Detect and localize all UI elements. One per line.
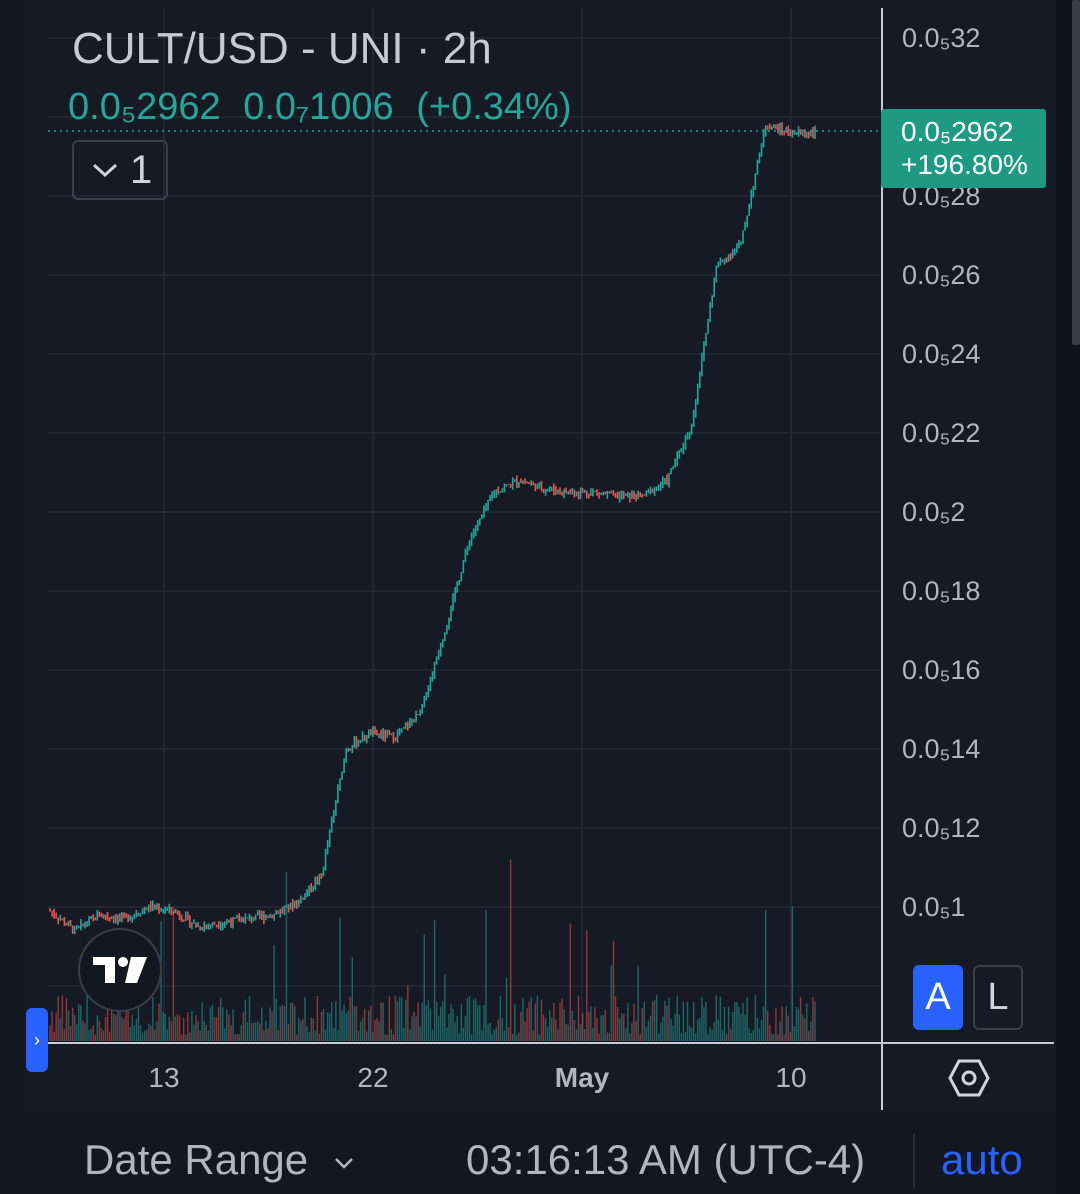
price-tag-change: +196.80% (901, 149, 1028, 180)
scrollbar[interactable] (1072, 0, 1080, 345)
footer-divider (913, 1134, 915, 1188)
auto-scale-button[interactable]: A (913, 965, 963, 1030)
tradingview-logo[interactable] (78, 928, 162, 1012)
time-axis-tick: 13 (148, 1062, 179, 1093)
chart-grid (48, 8, 880, 1041)
time-axis-labels: 13 22 May 10 (148, 1062, 806, 1093)
hexagon-settings-icon[interactable] (948, 1058, 990, 1098)
last-price: 0.0₅2962 (68, 86, 221, 128)
time-axis-tick: May (555, 1062, 610, 1093)
price-axis-tick: 0.0₅32 (902, 23, 980, 53)
price-change: 0.0₇1006 (243, 86, 394, 128)
price-axis-tick: 0.0₅26 (902, 260, 980, 290)
last-price-tag: 0.0₅2962 +196.80% (881, 109, 1046, 188)
auto-scale-toggle[interactable]: auto (941, 1136, 1023, 1183)
log-scale-button[interactable]: L (973, 965, 1023, 1030)
price-axis-labels: 0.0₅320.0₅280.0₅260.0₅240.0₅220.0₅20.0₅1… (902, 23, 980, 922)
price-change-percent: (+0.34%) (416, 86, 572, 128)
tradingview-logo-icon (93, 957, 147, 983)
price-axis-tick: 0.0₅18 (902, 576, 980, 606)
chevron-right-icon: › (34, 1029, 40, 1050)
price-tag-price: 0.0₅2962 (901, 116, 1014, 147)
price-axis-tick: 0.0₅24 (902, 339, 980, 369)
price-candles (49, 122, 816, 935)
time-axis-tick: 22 (357, 1062, 388, 1093)
price-axis-tick: 0.0₅14 (902, 734, 980, 764)
price-axis-tick: 0.0₅1 (902, 892, 965, 922)
collapse-indicators-button[interactable]: 1 (72, 140, 168, 200)
price-axis-tick: 0.0₅16 (902, 655, 980, 685)
price-axis-tick: 0.0₅2 (902, 497, 965, 527)
volume-bars (49, 859, 816, 1041)
timezone-clock[interactable]: 03:16:13 AM (UTC-4) (466, 1136, 866, 1183)
chart-title[interactable]: CULT/USD - UNI · 2h (72, 24, 492, 73)
chevron-down-icon (334, 1158, 353, 1169)
price-axis-tick: 0.0₅22 (902, 418, 980, 448)
price-axis-tick: 0.0₅12 (902, 813, 980, 843)
price-readout: 0.0₅2962 0.0₇1006 (+0.34%) (68, 86, 571, 129)
date-range-label: Date Range (84, 1136, 309, 1183)
chevron-down-icon (92, 163, 118, 178)
time-axis-tick: 10 (775, 1062, 806, 1093)
date-range-button[interactable]: Date Range (84, 1136, 356, 1184)
side-panel-toggle[interactable]: › (26, 1008, 48, 1072)
indicator-count: 1 (130, 147, 153, 192)
